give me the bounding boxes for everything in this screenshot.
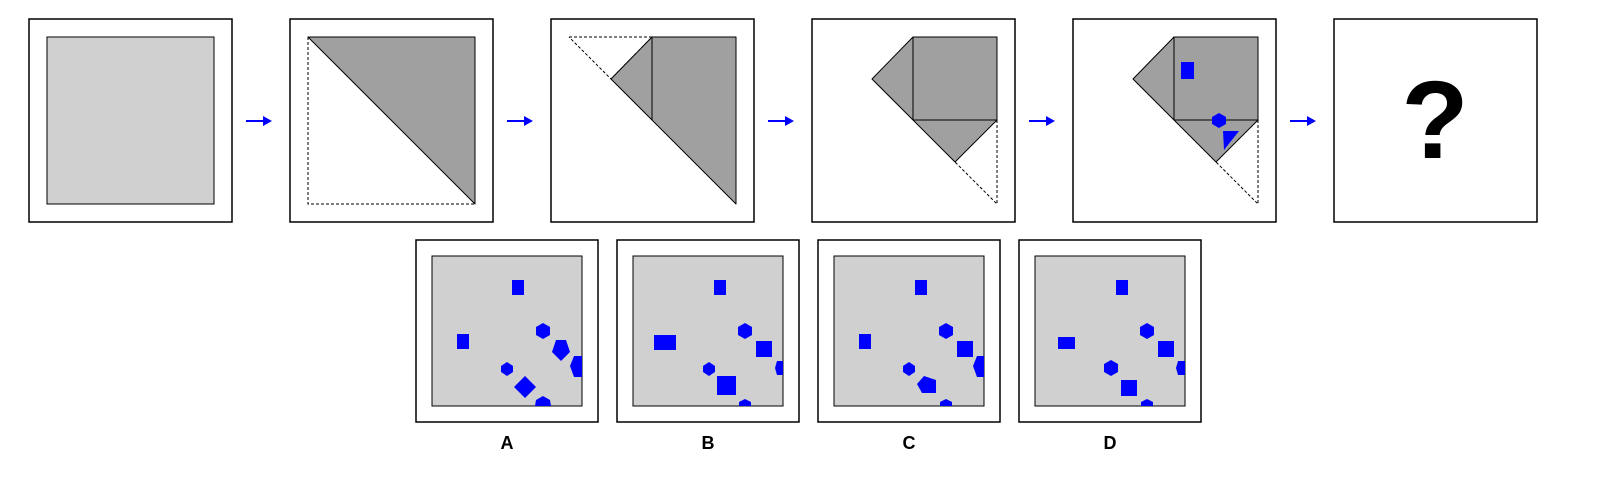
option-a[interactable]: A	[415, 239, 599, 453]
step-5-fold-outline	[1215, 120, 1259, 206]
step-1-panel	[28, 18, 233, 223]
option-c-label: C	[903, 433, 916, 453]
step-3-folded-shape	[610, 36, 737, 205]
option-a-label: A	[501, 433, 514, 453]
option-b-paper	[632, 255, 784, 407]
option-c[interactable]: C	[817, 239, 1001, 453]
step-3-panel	[550, 18, 755, 223]
arrow-4	[1029, 116, 1055, 126]
step-4-panel	[811, 18, 1016, 223]
step-2-folded-triangle	[307, 36, 476, 205]
option-b-holes	[654, 280, 783, 406]
arrow-2	[507, 116, 533, 126]
step-4-fold-outline	[954, 120, 998, 206]
arrow-3	[768, 116, 794, 126]
step-4-folded-shape	[871, 36, 998, 163]
option-d-label: D	[1104, 433, 1117, 453]
step-2-fold-outline	[307, 37, 475, 205]
hole-rectangle	[1181, 62, 1194, 79]
arrow-5	[1290, 116, 1316, 126]
option-b[interactable]: B	[616, 239, 800, 453]
hole-hexagon	[1212, 113, 1226, 128]
question-panel: ?	[1333, 18, 1538, 223]
option-d[interactable]: D	[1018, 239, 1202, 453]
option-a-holes	[457, 280, 582, 406]
hole-corner-square	[1223, 131, 1239, 150]
option-d-holes	[1058, 280, 1185, 406]
step-5-panel	[1072, 18, 1277, 223]
option-c-holes	[859, 280, 984, 406]
step-5-folded-shape	[1132, 36, 1259, 163]
question-mark: ?	[1401, 59, 1468, 182]
option-c-paper	[833, 255, 985, 407]
question-frame	[1333, 18, 1538, 223]
step-2-panel	[289, 18, 494, 223]
arrow-1	[246, 116, 272, 126]
step-1-paper	[46, 36, 215, 205]
option-d-paper	[1034, 255, 1186, 407]
option-b-label: B	[702, 433, 715, 453]
option-a-paper	[431, 255, 583, 407]
